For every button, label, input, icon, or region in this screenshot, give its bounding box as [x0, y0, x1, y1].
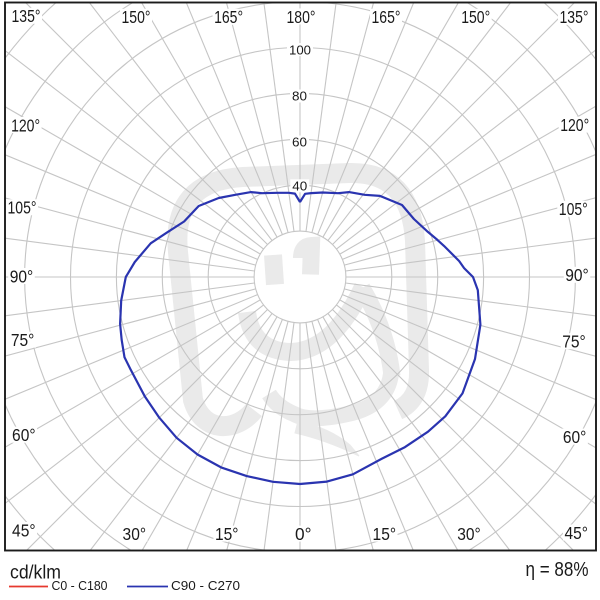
svg-text:105°: 105°	[559, 199, 588, 219]
svg-text:135°: 135°	[12, 6, 41, 26]
svg-text:C90 - C270: C90 - C270	[171, 578, 240, 593]
svg-text:80: 80	[292, 89, 307, 104]
svg-text:120°: 120°	[560, 115, 589, 135]
svg-text:60: 60	[292, 135, 307, 150]
svg-text:cd/klm: cd/klm	[10, 562, 61, 584]
svg-text:120°: 120°	[11, 115, 40, 135]
svg-text:100: 100	[289, 42, 311, 57]
svg-text:45°: 45°	[12, 520, 36, 540]
svg-text:75°: 75°	[11, 330, 35, 350]
svg-text:15°: 15°	[373, 524, 397, 544]
svg-text:150°: 150°	[122, 7, 151, 27]
svg-text:60°: 60°	[12, 425, 36, 445]
svg-text:165°: 165°	[214, 7, 243, 27]
svg-text:90°: 90°	[565, 265, 589, 285]
svg-text:60°: 60°	[563, 427, 587, 447]
svg-text:η = 88%: η = 88%	[526, 559, 589, 581]
svg-text:15°: 15°	[215, 524, 239, 544]
svg-text:40: 40	[292, 179, 307, 194]
svg-text:135°: 135°	[560, 7, 589, 27]
svg-text:30°: 30°	[457, 524, 481, 544]
svg-text:C0 - C180: C0 - C180	[52, 578, 108, 593]
svg-text:180°: 180°	[287, 7, 316, 27]
svg-text:30°: 30°	[123, 524, 147, 544]
svg-text:105°: 105°	[8, 198, 37, 218]
svg-text:150°: 150°	[461, 7, 490, 27]
svg-text:165°: 165°	[372, 7, 401, 27]
svg-text:90°: 90°	[10, 266, 34, 286]
svg-text:0°: 0°	[295, 524, 312, 544]
svg-text:75°: 75°	[562, 332, 586, 352]
svg-text:45°: 45°	[564, 523, 588, 543]
